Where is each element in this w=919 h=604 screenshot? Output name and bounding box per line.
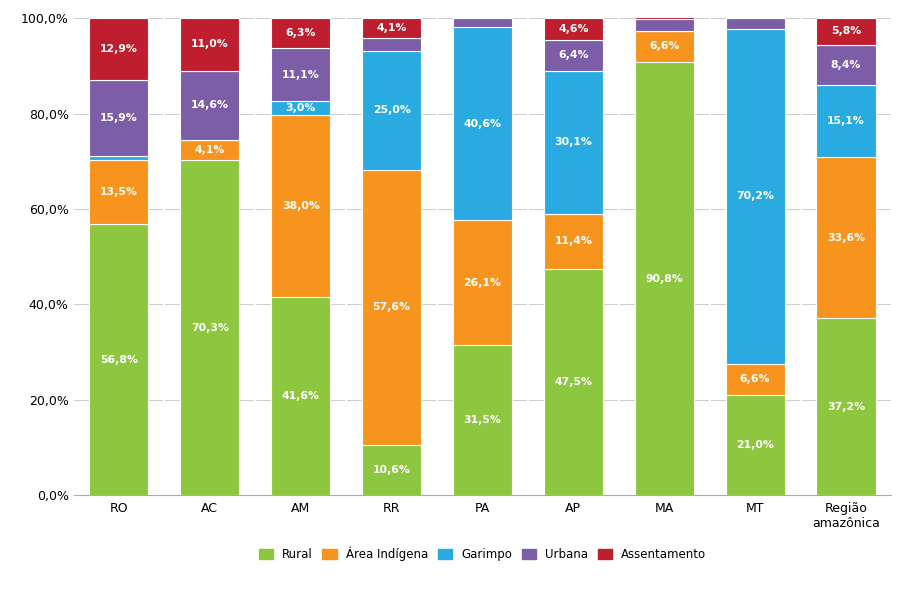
Text: 4,6%: 4,6% [558, 24, 588, 34]
Text: 13,5%: 13,5% [100, 187, 138, 197]
Text: 3,0%: 3,0% [286, 103, 316, 114]
Text: 21,0%: 21,0% [736, 440, 774, 450]
Text: 25,0%: 25,0% [373, 105, 411, 115]
Bar [635, 19, 694, 31]
Bar [726, 18, 785, 28]
Bar [635, 0, 694, 19]
Legend: Rural, Área Indígena, Garimpo, Urbana, Assentamento: Rural, Área Indígena, Garimpo, Urbana, A… [254, 542, 711, 566]
Bar [362, 37, 421, 51]
Text: 26,1%: 26,1% [463, 278, 502, 288]
Bar [635, 31, 694, 62]
Text: 15,9%: 15,9% [100, 112, 138, 123]
Bar [89, 156, 149, 160]
Bar [271, 115, 330, 297]
Text: 5,8%: 5,8% [831, 27, 861, 36]
Bar [544, 18, 603, 40]
Text: 70,3%: 70,3% [191, 323, 229, 333]
Bar [726, 28, 785, 364]
Bar [544, 71, 603, 214]
Text: 10,6%: 10,6% [373, 465, 411, 475]
Bar [89, 18, 149, 80]
Bar [362, 170, 421, 445]
Bar [180, 71, 239, 140]
Text: 37,2%: 37,2% [827, 402, 865, 411]
Bar [816, 45, 876, 85]
Text: 70,2%: 70,2% [736, 191, 774, 201]
Bar [816, 18, 876, 45]
Text: 11,4%: 11,4% [554, 236, 592, 246]
Bar [726, 395, 785, 495]
Bar [89, 160, 149, 224]
Text: 41,6%: 41,6% [282, 391, 320, 401]
Text: 4,1%: 4,1% [195, 145, 225, 155]
Text: 57,6%: 57,6% [372, 302, 411, 312]
Text: 6,4%: 6,4% [558, 50, 588, 60]
Text: 31,5%: 31,5% [463, 415, 502, 425]
Text: 11,0%: 11,0% [191, 39, 229, 50]
Bar [816, 85, 876, 158]
Bar [453, 18, 512, 27]
Text: 6,6%: 6,6% [740, 374, 770, 384]
Text: 47,5%: 47,5% [554, 377, 593, 387]
Text: 12,9%: 12,9% [100, 44, 138, 54]
Bar [544, 40, 603, 71]
Bar [362, 18, 421, 37]
Bar [362, 445, 421, 495]
Text: 90,8%: 90,8% [645, 274, 683, 284]
Bar [89, 80, 149, 156]
Text: 4,1%: 4,1% [377, 23, 407, 33]
Text: 6,3%: 6,3% [286, 28, 316, 38]
Text: 33,6%: 33,6% [827, 233, 865, 243]
Bar [271, 101, 330, 115]
Bar [453, 220, 512, 345]
Bar [271, 297, 330, 495]
Bar [453, 345, 512, 495]
Text: 6,6%: 6,6% [649, 41, 679, 51]
Bar [635, 62, 694, 495]
Text: 56,8%: 56,8% [100, 355, 138, 365]
Text: 8,4%: 8,4% [831, 60, 861, 70]
Text: 14,6%: 14,6% [191, 100, 229, 111]
Bar [89, 224, 149, 495]
Bar [180, 18, 239, 71]
Text: 40,6%: 40,6% [463, 118, 502, 129]
Bar [271, 18, 330, 48]
Bar [544, 269, 603, 495]
Bar [816, 158, 876, 318]
Bar [362, 51, 421, 170]
Text: 11,1%: 11,1% [282, 69, 320, 80]
Text: 5,7%: 5,7% [649, 0, 679, 10]
Text: 30,1%: 30,1% [554, 138, 592, 147]
Bar [180, 160, 239, 495]
Text: 38,0%: 38,0% [282, 201, 320, 211]
Bar [726, 364, 785, 395]
Bar [271, 48, 330, 101]
Text: 15,1%: 15,1% [827, 117, 865, 126]
Bar [453, 27, 512, 220]
Bar [544, 214, 603, 269]
Bar [816, 318, 876, 495]
Bar [180, 140, 239, 160]
